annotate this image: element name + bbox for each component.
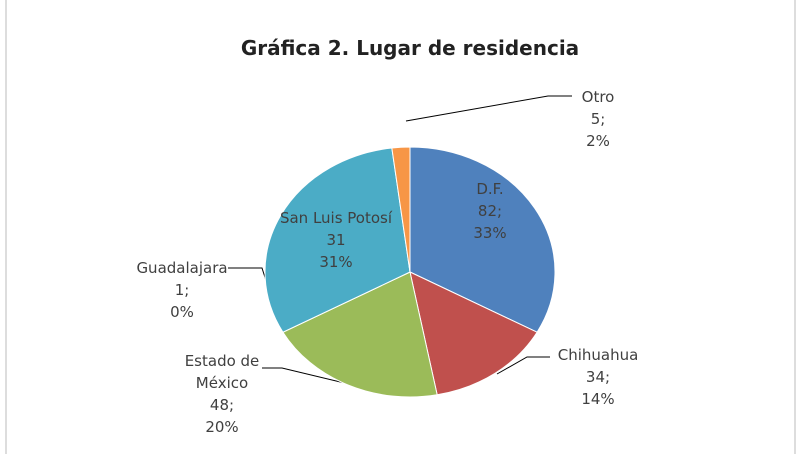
count-label: 1; bbox=[174, 281, 190, 299]
value-label: 0% bbox=[170, 303, 194, 321]
pie-slice bbox=[409, 146, 556, 333]
slice-name: Otro bbox=[581, 88, 615, 106]
count-label: 34; bbox=[585, 368, 611, 386]
slice-label: D.F. 82; 33% bbox=[430, 178, 550, 244]
count-label: 48; bbox=[209, 396, 235, 414]
slice-label: Otro 5; 2% bbox=[558, 86, 638, 152]
slice-name: Guadalajara bbox=[136, 259, 228, 277]
leader-line bbox=[496, 356, 550, 375]
slice-label: Guadalajara 1; 0% bbox=[122, 257, 242, 323]
count-label: 82; bbox=[477, 202, 503, 220]
count-label: 31 bbox=[326, 231, 346, 249]
slice-label: San Luis Potosí 31 31% bbox=[261, 207, 411, 273]
chart-title: Gráfica 2. Lugar de residencia bbox=[240, 36, 580, 60]
value-label: 31% bbox=[319, 253, 353, 271]
pie-slice bbox=[409, 271, 538, 396]
count-label: 5; bbox=[590, 110, 606, 128]
slice-label: Estado de México 48; 20% bbox=[174, 350, 270, 438]
value-label: 2% bbox=[586, 132, 610, 150]
slice-label: Chihuahua 34; 14% bbox=[538, 344, 658, 410]
pie-slice bbox=[264, 147, 411, 333]
slice-name: Chihuahua bbox=[557, 346, 639, 364]
pie-slice bbox=[391, 146, 411, 273]
value-label: 20% bbox=[205, 418, 239, 436]
value-label: 33% bbox=[473, 224, 507, 242]
slice-name: D.F. bbox=[476, 180, 504, 198]
slice-name: San Luis Potosí bbox=[279, 209, 393, 227]
pie-slice bbox=[282, 271, 438, 398]
leader-line bbox=[405, 95, 572, 122]
slice-name: Estado de México bbox=[184, 352, 260, 392]
value-label: 14% bbox=[581, 390, 615, 408]
